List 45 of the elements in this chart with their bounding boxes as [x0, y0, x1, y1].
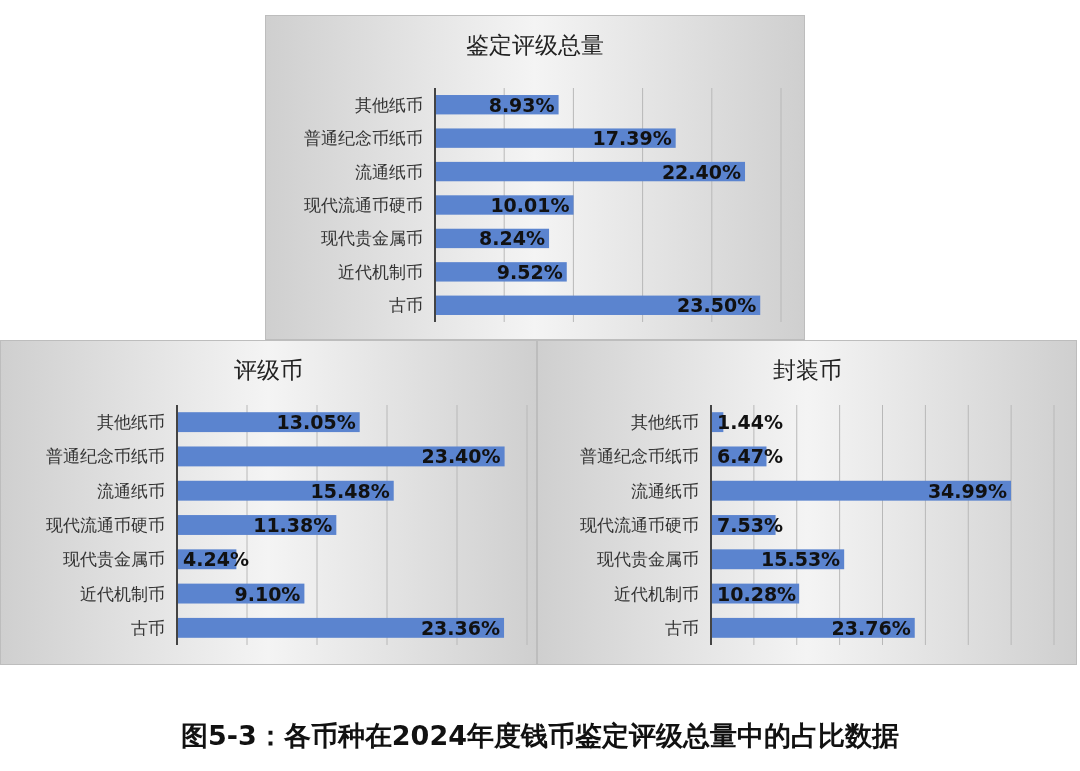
- y-tick-label: 流通纸币: [97, 480, 165, 501]
- chart-title: 鉴定评级总量: [466, 32, 604, 58]
- y-tick-label: 现代贵金属币: [63, 549, 165, 570]
- y-tick-label: 古币: [389, 295, 423, 316]
- y-tick-label: 流通纸币: [631, 480, 699, 501]
- data-label: 10.28%: [717, 582, 797, 605]
- data-label: 10.01%: [490, 194, 570, 216]
- y-tick-label: 普通纪念币纸币: [46, 446, 165, 467]
- data-label: 9.10%: [234, 582, 301, 605]
- y-tick-label: 其他纸币: [97, 412, 165, 433]
- caption: 图5-3：各币种在2024年度钱币鉴定评级总量中的占比数据: [181, 720, 899, 751]
- y-tick-label: 古币: [131, 617, 165, 638]
- bar: [177, 446, 505, 467]
- y-tick-label: 普通纪念币纸币: [580, 446, 699, 467]
- y-tick-label: 现代贵金属币: [321, 228, 423, 249]
- chart-title: 评级币: [234, 357, 303, 383]
- y-tick-label: 近代机制币: [338, 261, 423, 282]
- y-tick-label: 古币: [665, 617, 699, 638]
- y-tick-label: 流通纸币: [355, 161, 423, 182]
- data-label: 8.24%: [479, 227, 546, 250]
- data-label: 34.99%: [927, 479, 1008, 502]
- data-label: 15.53%: [761, 548, 841, 571]
- y-tick-label: 现代流通币硬币: [580, 515, 699, 535]
- data-label: 9.52%: [496, 260, 563, 283]
- y-tick-label: 其他纸币: [631, 412, 699, 433]
- bar: [435, 128, 676, 148]
- y-tick-label: 普通纪念币纸币: [304, 128, 423, 149]
- data-label: 23.76%: [831, 616, 911, 639]
- data-label: 23.40%: [421, 445, 501, 468]
- data-label: 13.05%: [276, 411, 356, 434]
- y-tick-label: 近代机制币: [80, 583, 165, 604]
- y-tick-label: 现代贵金属币: [597, 549, 699, 570]
- chart-title: 封装币: [772, 357, 842, 383]
- y-tick-label: 近代机制币: [614, 583, 699, 604]
- y-tick-label: 其他纸币: [355, 94, 423, 115]
- data-label: 17.39%: [592, 127, 672, 150]
- y-tick-label: 现代流通币硬币: [304, 195, 423, 215]
- data-label: 23.50%: [677, 294, 757, 317]
- data-label: 22.40%: [661, 160, 742, 183]
- y-tick-label: 现代流通币硬币: [46, 515, 165, 535]
- data-label: 11.38%: [253, 514, 333, 536]
- data-label: 23.36%: [420, 616, 501, 639]
- bar: [177, 617, 505, 638]
- data-label: 8.93%: [488, 93, 555, 116]
- data-label: 15.48%: [310, 479, 390, 502]
